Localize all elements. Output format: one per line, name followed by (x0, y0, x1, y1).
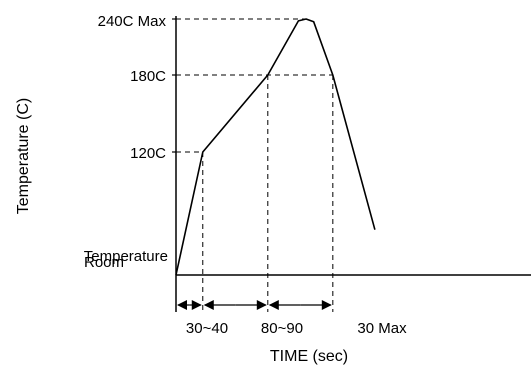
y-tick-label-120: 120C (130, 145, 166, 162)
interval-label-preheat: 30~40 (186, 320, 228, 337)
temperature-profile-line (175, 18, 376, 276)
profile-curve-layer (175, 18, 376, 276)
guide-lines (172, 18, 334, 312)
y-tick-label-180: 180C (130, 68, 166, 85)
interval-label-reflow: 30 Max (357, 320, 407, 337)
y-tick-label-room: Room (84, 254, 124, 271)
y-tick-label-240: 240C Max (98, 13, 167, 30)
interval-label-soak: 80~90 (261, 320, 303, 337)
y-axis-title: Temperature (C) (15, 98, 32, 214)
x-axis-title: TIME (sec) (270, 348, 348, 365)
y-tick-label-room-temperature: Temperature (84, 248, 168, 265)
